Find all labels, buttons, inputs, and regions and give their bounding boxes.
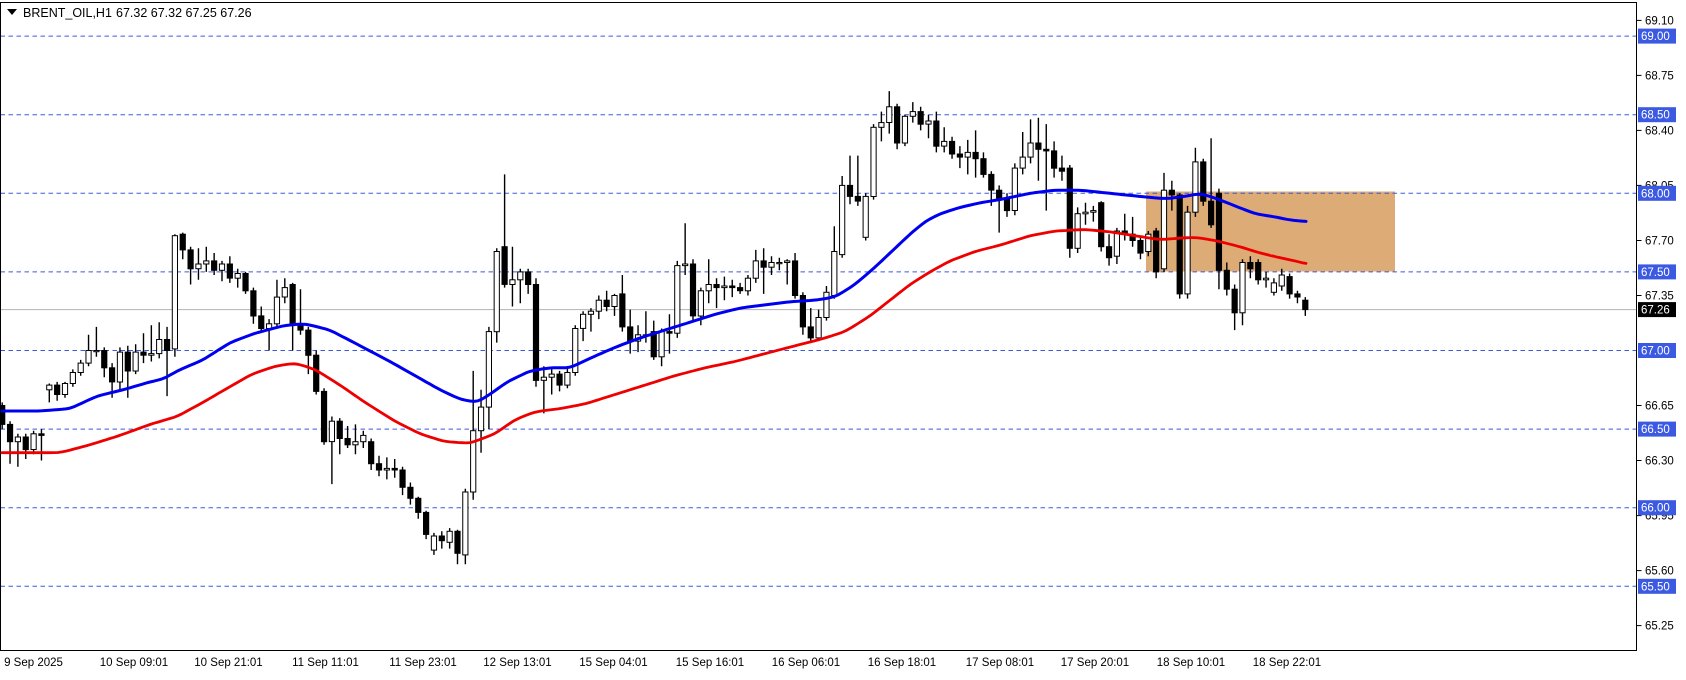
- svg-text:67.00: 67.00: [1641, 346, 1670, 358]
- svg-text:17 Sep 08:01: 17 Sep 08:01: [966, 657, 1034, 669]
- svg-text:15 Sep 16:01: 15 Sep 16:01: [676, 657, 744, 669]
- svg-text:67.26: 67.26: [1641, 305, 1670, 317]
- svg-text:10 Sep 21:01: 10 Sep 21:01: [194, 657, 262, 669]
- svg-text:10 Sep 09:01: 10 Sep 09:01: [100, 657, 168, 669]
- svg-text:66.00: 66.00: [1641, 503, 1670, 515]
- svg-text:69.10: 69.10: [1645, 15, 1674, 27]
- svg-text:68.40: 68.40: [1645, 125, 1674, 137]
- svg-text:15 Sep 04:01: 15 Sep 04:01: [579, 657, 647, 669]
- svg-text:65.60: 65.60: [1645, 566, 1674, 578]
- svg-text:68.50: 68.50: [1641, 110, 1670, 122]
- svg-text:67.50: 67.50: [1641, 267, 1670, 279]
- svg-text:67.35: 67.35: [1645, 290, 1674, 302]
- svg-text:17 Sep 20:01: 17 Sep 20:01: [1061, 657, 1129, 669]
- svg-text:68.75: 68.75: [1645, 70, 1674, 82]
- svg-text:66.65: 66.65: [1645, 401, 1674, 413]
- svg-text:69.00: 69.00: [1641, 31, 1670, 43]
- svg-text:67.70: 67.70: [1645, 235, 1674, 247]
- svg-text:9 Sep 2025: 9 Sep 2025: [4, 657, 63, 669]
- svg-text:18 Sep 10:01: 18 Sep 10:01: [1157, 657, 1225, 669]
- svg-text:67.32 67.32 67.25 67.26: 67.32 67.32 67.25 67.26: [116, 6, 252, 20]
- svg-text:11 Sep 11:01: 11 Sep 11:01: [292, 657, 359, 669]
- svg-text:18 Sep 22:01: 18 Sep 22:01: [1253, 657, 1321, 669]
- svg-text:16 Sep 18:01: 16 Sep 18:01: [868, 657, 936, 669]
- svg-text:BRENT_OIL,H1: BRENT_OIL,H1: [23, 6, 112, 20]
- svg-text:66.50: 66.50: [1641, 424, 1670, 436]
- svg-text:66.30: 66.30: [1645, 456, 1674, 468]
- svg-text:11 Sep 23:01: 11 Sep 23:01: [389, 657, 457, 669]
- svg-text:16 Sep 06:01: 16 Sep 06:01: [772, 657, 840, 669]
- svg-text:68.00: 68.00: [1641, 188, 1670, 200]
- svg-text:65.25: 65.25: [1645, 621, 1674, 633]
- svg-text:12 Sep 13:01: 12 Sep 13:01: [483, 657, 551, 669]
- svg-text:65.50: 65.50: [1641, 581, 1670, 593]
